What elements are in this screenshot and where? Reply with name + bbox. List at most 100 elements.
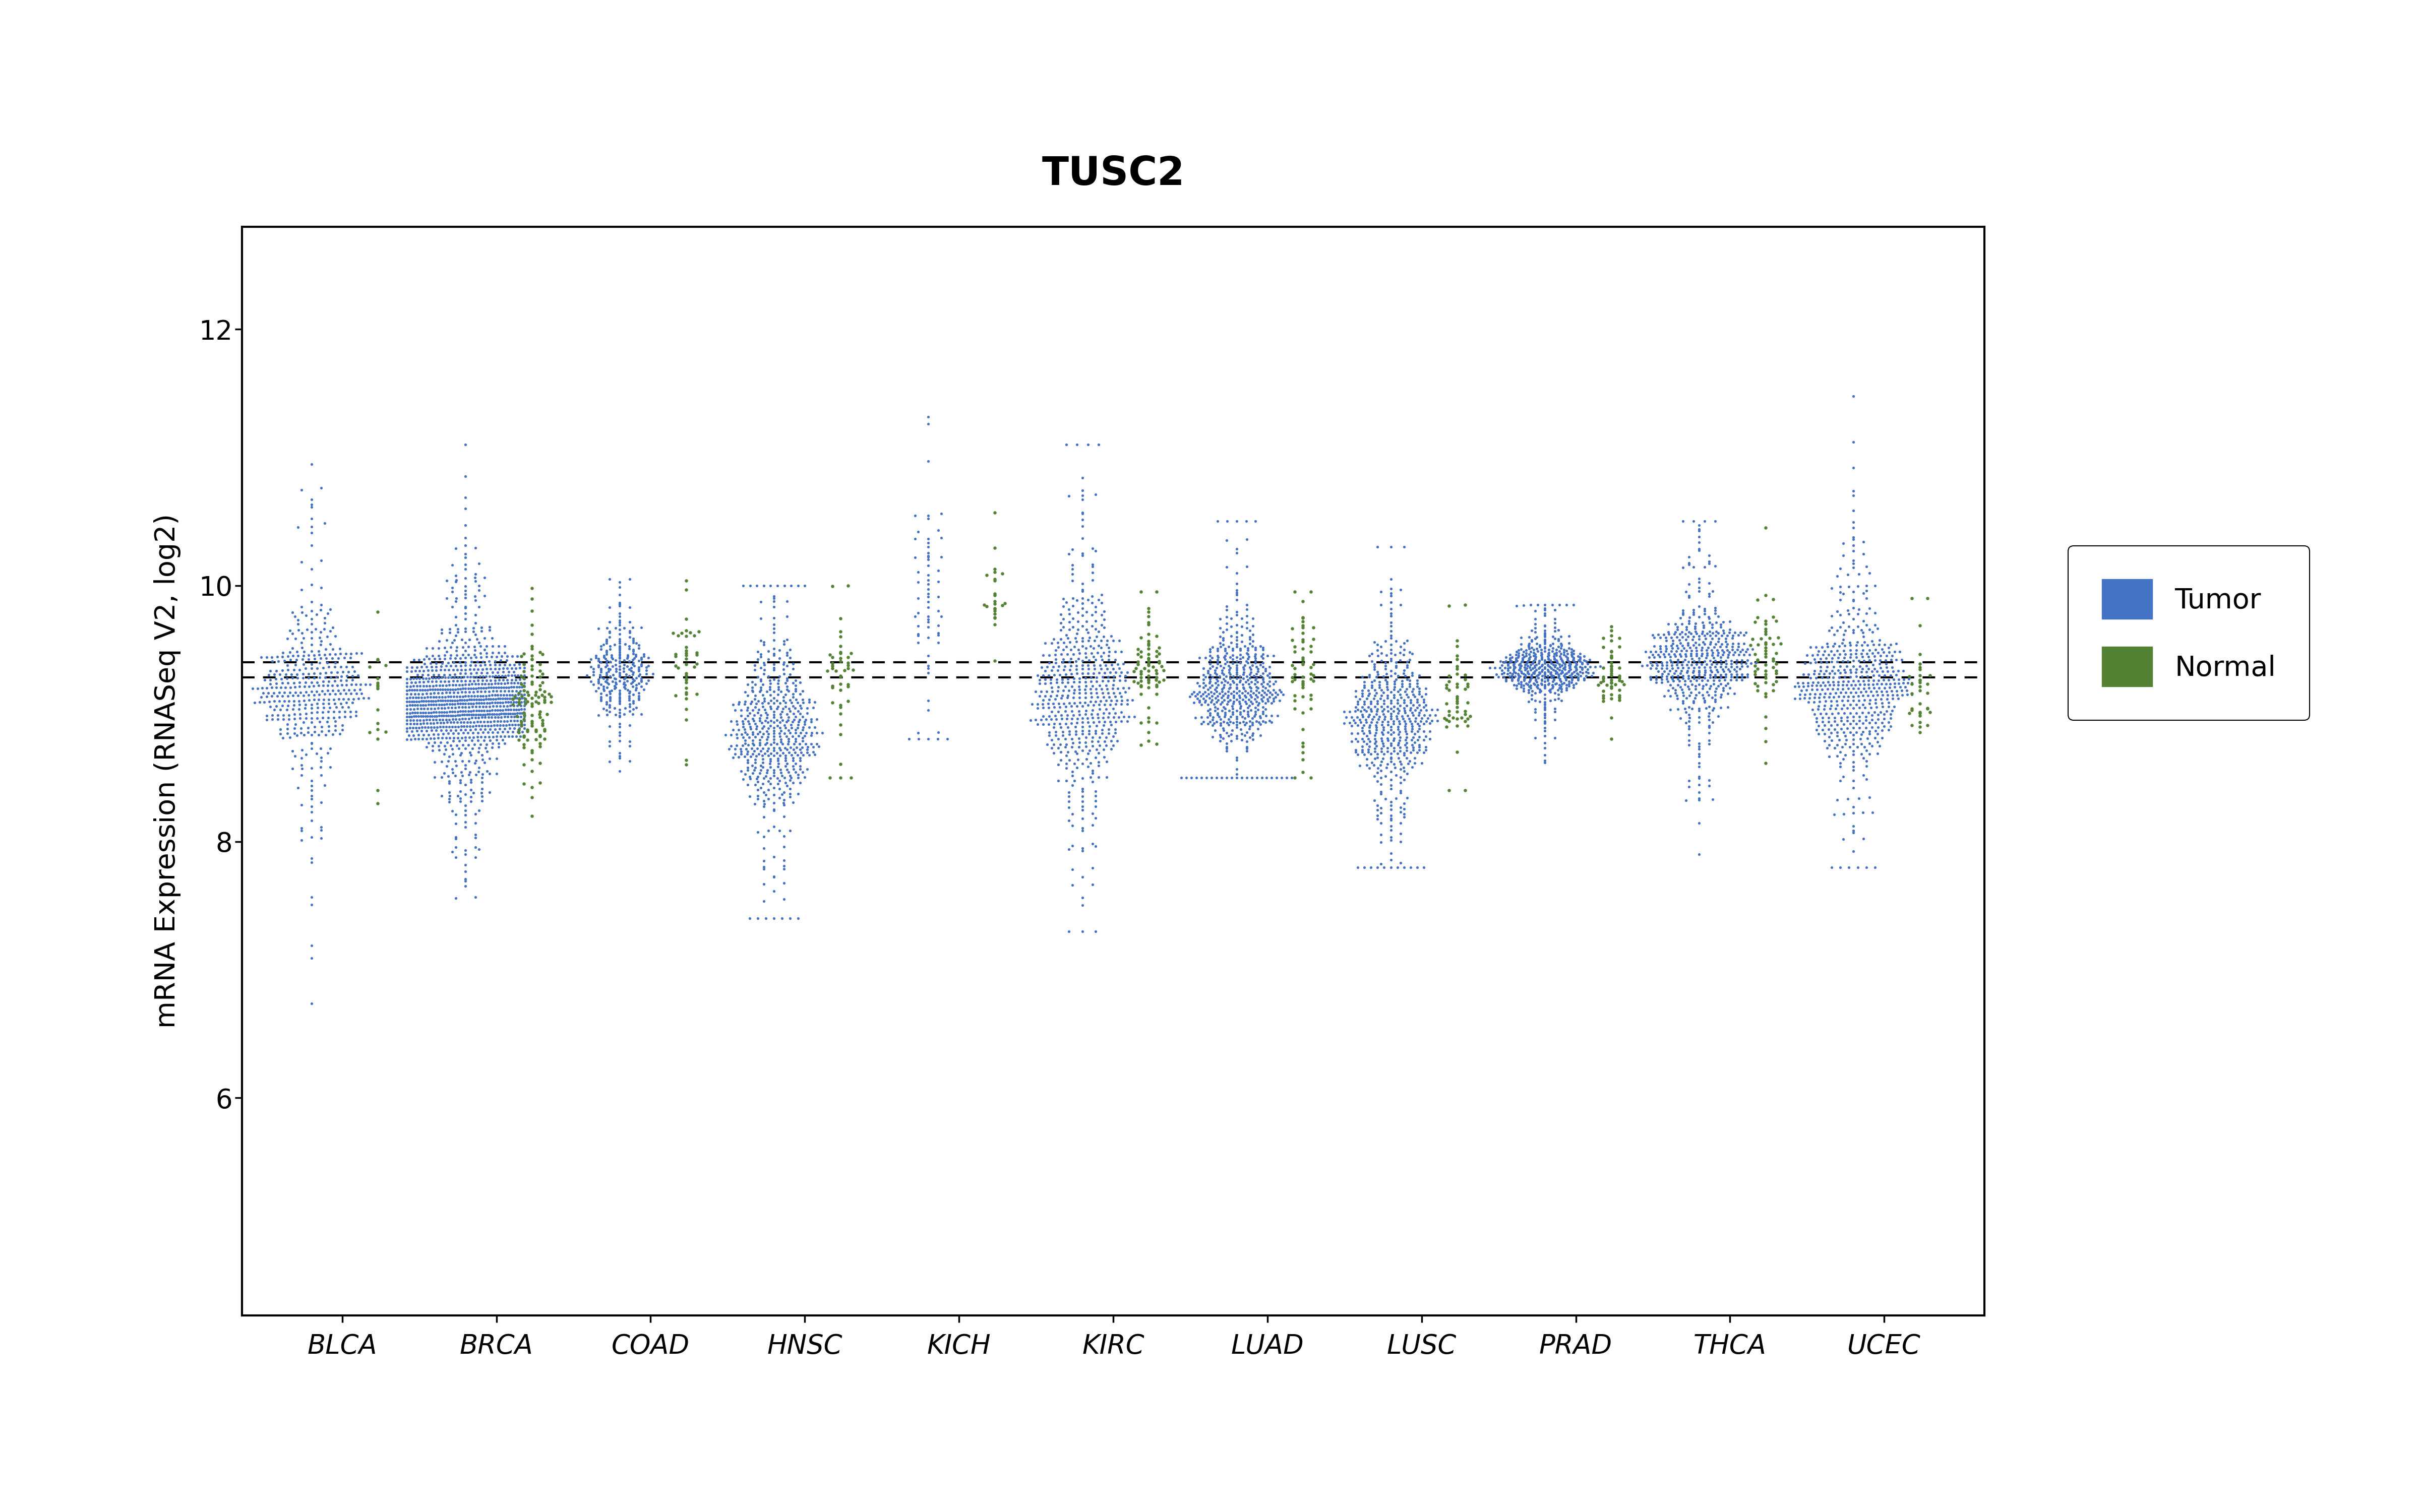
Point (1759, 626, 1798, 650)
Point (404, 674, 443, 699)
Point (428, 711, 467, 735)
Point (421, 711, 460, 735)
Point (392, 655, 431, 679)
Point (1375, 671, 1413, 696)
Point (1679, 780, 1718, 804)
Point (1292, 640, 1331, 664)
Point (419, 700, 457, 724)
Point (1815, 736, 1854, 761)
Point (431, 685, 469, 709)
Point (305, 511, 344, 535)
Point (1871, 632, 1909, 656)
Point (791, 721, 830, 745)
Point (1348, 711, 1387, 735)
Point (486, 671, 525, 696)
Point (503, 702, 542, 726)
Point (1696, 596, 1735, 620)
Point (770, 697, 808, 721)
Point (1229, 668, 1268, 692)
Point (1525, 618, 1563, 643)
Point (1534, 632, 1573, 656)
Point (1631, 665, 1670, 689)
Point (653, 621, 692, 646)
Point (1060, 667, 1099, 691)
Point (1861, 733, 1900, 758)
Point (283, 550, 322, 575)
Point (1295, 615, 1333, 640)
Point (1137, 640, 1176, 664)
Point (1198, 765, 1237, 789)
Point (1070, 653, 1108, 677)
Point (1348, 686, 1387, 711)
Point (1256, 670, 1295, 694)
Point (1058, 653, 1096, 677)
Point (794, 696, 832, 720)
Point (784, 688, 823, 712)
Point (445, 646, 484, 670)
Point (1430, 779, 1469, 803)
Point (474, 679, 513, 703)
Point (1856, 711, 1895, 735)
Point (590, 700, 629, 724)
Point (1392, 720, 1430, 744)
Point (1820, 754, 1859, 779)
Point (390, 723, 428, 747)
Point (1225, 662, 1263, 686)
Point (1909, 696, 1948, 720)
Point (472, 702, 511, 726)
Point (1532, 677, 1571, 702)
Point (281, 692, 319, 717)
Point (668, 670, 707, 694)
Point (1868, 686, 1907, 711)
Point (460, 798, 499, 823)
Point (465, 729, 503, 753)
Point (1358, 535, 1396, 559)
Point (910, 653, 949, 677)
Point (1679, 646, 1718, 670)
Point (1515, 620, 1554, 644)
Point (1808, 650, 1846, 674)
Point (426, 653, 465, 677)
Point (760, 818, 799, 842)
Point (1437, 629, 1476, 653)
Point (1556, 671, 1595, 696)
Point (1382, 750, 1421, 774)
Point (1234, 723, 1273, 747)
Point (1058, 706, 1096, 730)
Point (600, 570, 639, 594)
Point (1055, 703, 1094, 727)
Point (1375, 683, 1413, 708)
Point (772, 709, 811, 733)
Point (1839, 688, 1878, 712)
Point (1062, 721, 1101, 745)
Point (1684, 602, 1723, 626)
Point (1275, 697, 1314, 721)
Point (503, 674, 542, 699)
Point (726, 762, 765, 786)
Point (428, 692, 467, 717)
Point (1757, 641, 1796, 665)
Point (433, 736, 472, 761)
Point (1663, 602, 1701, 626)
Point (975, 612, 1014, 637)
Point (1725, 643, 1764, 667)
Point (1525, 602, 1563, 626)
Point (1208, 597, 1246, 621)
Point (1549, 674, 1588, 699)
Point (1210, 658, 1249, 682)
Point (1043, 686, 1082, 711)
Point (424, 742, 462, 767)
Point (1525, 661, 1563, 685)
Point (745, 658, 784, 682)
Point (469, 686, 508, 711)
Point (750, 748, 789, 773)
Point (1362, 593, 1401, 617)
Point (302, 815, 341, 839)
Point (1542, 649, 1580, 673)
Point (1116, 656, 1154, 680)
Point (1721, 640, 1759, 664)
Point (1137, 674, 1176, 699)
Point (1362, 694, 1401, 718)
Point (1508, 652, 1546, 676)
Point (975, 596, 1014, 620)
